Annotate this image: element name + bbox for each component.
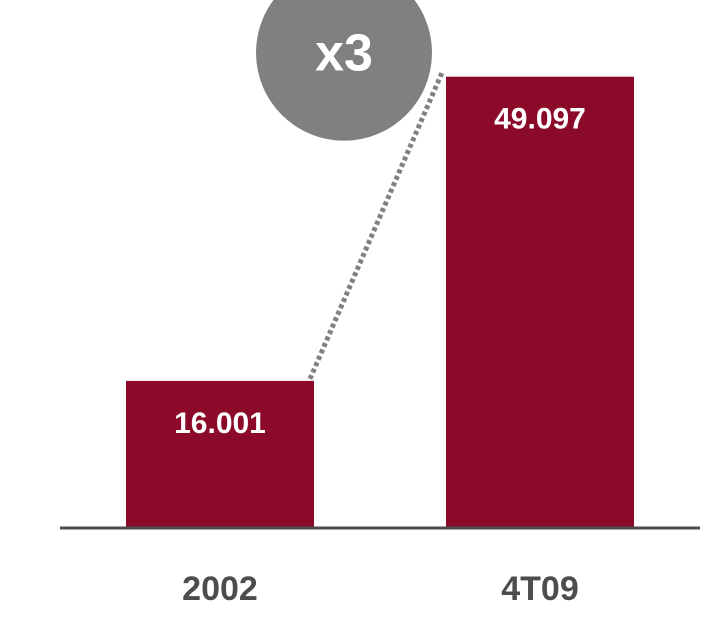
- bar-2002: [126, 380, 314, 528]
- category-label: 4T09: [501, 570, 579, 608]
- growth-badge-circle: [256, 0, 432, 141]
- growth-badge: x3: [256, 0, 432, 141]
- bar-value-label: 16.001: [174, 407, 266, 440]
- bar-value-label: 49.097: [494, 103, 586, 136]
- category-label: 2002: [182, 570, 258, 608]
- bar-4t09: [446, 76, 634, 528]
- labels-layer: 16.001 2002 49.097 4T09: [174, 103, 586, 608]
- bars-layer: [126, 76, 634, 528]
- growth-badge-label: x3: [315, 25, 373, 83]
